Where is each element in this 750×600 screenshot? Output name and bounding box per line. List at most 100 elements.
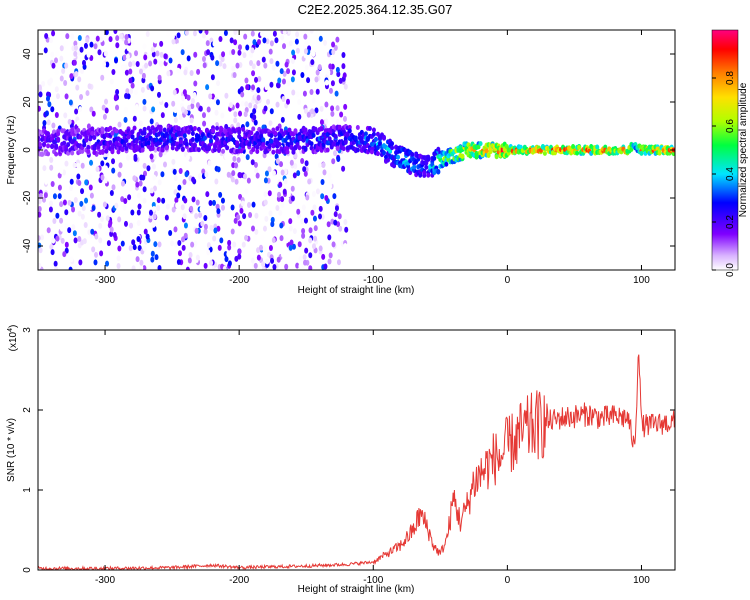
spectrogram-noise-cell [51,237,56,244]
spectrogram-noise-cell [212,40,217,47]
spectrogram-ridge-cell [436,168,441,174]
spectrogram-noise-cell [318,35,323,42]
spectrogram-noise-cell [173,175,178,182]
spectrogram-ridge-cell [108,125,113,131]
spectrogram-noise-cell [74,70,79,77]
x-tick-label-snr: -100 [363,575,383,586]
spectrogram-noise-cell [44,178,49,185]
spectrogram-noise-cell [160,112,165,119]
spectrogram-noise-cell [240,152,245,159]
spectrogram-noise-cell [187,199,192,206]
spectrogram-noise-cell [177,250,182,257]
spectrogram-noise-cell [282,70,287,77]
spectrogram-noise-cell [277,191,282,198]
spectrogram-noise-cell [267,166,272,173]
spectrogram-noise-cell [183,222,188,229]
spectrogram-noise-cell [78,259,83,266]
spectrogram-noise-cell [231,162,236,169]
spectrogram-noise-cell [183,232,188,239]
spectrogram-noise-cell [181,236,186,243]
spectrogram-ridge-cell [80,148,85,154]
spectrogram-noise-cell [103,165,108,172]
spectrogram-noise-cell [170,240,175,247]
spectrogram-noise-cell [270,221,275,228]
spectrogram-noise-cell [51,122,56,129]
spectrogram-noise-cell [181,95,186,102]
spectrogram-noise-cell [176,259,181,266]
spectrogram-noise-cell [111,158,116,165]
spectrogram-noise-cell [180,106,185,113]
spectrogram-noise-cell [300,218,305,225]
spectrogram-noise-cell [106,240,111,247]
spectrogram-noise-cell [233,39,238,46]
spectrogram-noise-cell [257,184,262,191]
spectrogram-ridge-cell [418,172,423,178]
spectrogram-noise-cell [44,110,49,117]
spectrogram-noise-cell [244,234,249,241]
spectrogram-noise-cell [344,226,349,233]
spectrogram-noise-cell [281,78,286,85]
spectrogram-noise-cell [311,243,316,250]
spectrogram-noise-cell [219,237,224,244]
spectrogram-ridge-cell [255,148,260,154]
spectrogram-noise-cell [69,185,74,192]
spectrogram-noise-cell [231,65,236,72]
spectrogram-noise-cell [326,221,331,228]
spectrogram-noise-cell [301,227,306,234]
spectrogram-noise-cell [328,87,333,94]
spectrogram-noise-cell [43,47,48,54]
snr-plot-area [38,330,675,570]
spectrogram-noise-cell [117,230,122,237]
spectrogram-y-ticks: -40 -20 0 20 40 [22,48,675,253]
spectrogram-noise-cell [251,70,256,77]
spectrogram-noise-cell [38,262,42,269]
spectrogram-noise-cell [276,82,281,89]
spectrogram-noise-cell [222,63,227,70]
spectrogram-noise-cell [182,178,187,185]
spectrogram-noise-cell [175,43,180,50]
spectrogram-noise-cell [308,237,313,244]
spectrogram-noise-cell [149,153,154,160]
spectrogram-noise-cell [275,204,280,211]
spectrogram-noise-cell [142,186,147,193]
spectrogram-ridge-cell [657,150,662,156]
spectrogram-noise-cell [157,179,162,186]
spectrogram-noise-cell [178,114,183,121]
spectrogram-noise-cell [173,107,178,114]
spectrogram-noise-cell [328,63,333,70]
spectrogram-ridge-cell [76,127,81,133]
spectrogram-ridge-cell [114,128,119,134]
spectrogram-noise-cell [120,196,125,203]
spectrogram-noise-cell [192,30,197,37]
spectrogram-noise-cell [136,236,141,243]
spectrogram-noise-cell [282,188,287,195]
spectrogram-noise-cell [275,101,280,108]
spectrogram-noise-cell [290,58,295,65]
spectrogram-noise-cell [84,179,89,186]
spectrogram-noise-cell [277,77,282,84]
spectrogram-ridge-cell [386,157,391,163]
spectrogram-noise-cell [109,78,114,85]
spectrogram-noise-cell [128,61,133,68]
spectrogram-noise-cell [134,104,139,111]
spectrogram-noise-cell [189,205,194,212]
spectrogram-ridge-cell [241,126,246,132]
spectrogram-ridge-cell [341,129,346,135]
spectrogram-noise-cell [278,209,283,216]
spectrogram-noise-cell [271,237,276,244]
spectrogram-noise-cell [235,102,240,109]
spectrogram-noise-cell [264,170,269,177]
spectrogram-noise-cell [151,163,156,170]
snr-scale-suffix: ) [8,325,19,328]
spectrogram-noise-cell [263,105,268,112]
spectrogram-noise-cell [118,162,123,169]
spectrogram-noise-cell [261,261,266,268]
spectrogram-noise-cell [239,86,244,93]
spectrogram-ridge-cell [184,141,189,147]
spectrogram-noise-cell [98,222,103,229]
spectrogram-noise-cell [244,101,249,108]
spectrogram-noise-cell [253,235,258,242]
spectrogram-noise-cell [284,116,289,123]
spectrogram-noise-cell [256,38,261,45]
spectrogram-noise-cell [73,50,78,57]
